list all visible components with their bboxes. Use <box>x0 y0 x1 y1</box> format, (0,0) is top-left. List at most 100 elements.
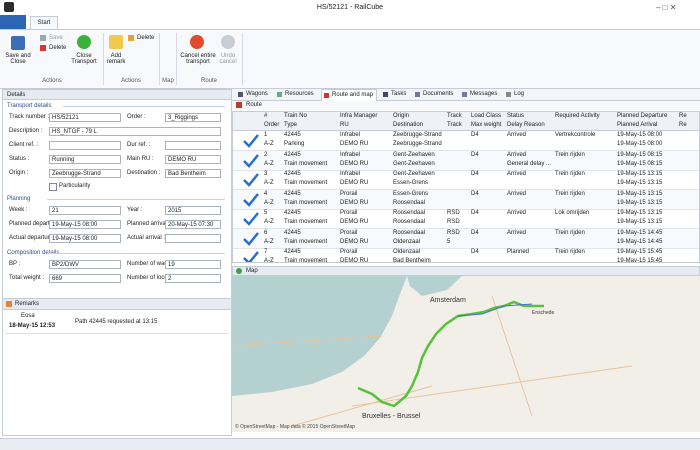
ribbon-button[interactable]: Delete <box>49 45 67 51</box>
grid-cell: 19-May-15 13:15 <box>617 171 663 177</box>
column-header[interactable]: # <box>264 113 268 119</box>
column-header[interactable]: Load Class <box>471 113 502 119</box>
field-input[interactable]: 20-May-15 07:30 <box>165 220 221 229</box>
file-tab[interactable] <box>0 15 26 29</box>
ribbon-button[interactable]: Cancel entire transport <box>180 53 216 65</box>
field-input[interactable]: Bad Bentheim <box>165 169 221 178</box>
field-input[interactable]: BP2/DWV <box>49 260 121 269</box>
column-header[interactable]: Track <box>447 122 462 128</box>
grid-cell: Train movement <box>284 219 328 225</box>
grid-row[interactable]: 3 42445 Infrabel Gent-Zeehaven D4 Arrived Trei… <box>233 170 699 190</box>
close-icon <box>77 35 91 49</box>
column-header[interactable]: Status <box>507 113 525 119</box>
grid-row[interactable]: 5 42445 Prorail Roosendaal RSD D4 Arrived Lok o… <box>233 209 699 229</box>
column-header[interactable]: Re <box>679 113 687 119</box>
column-header[interactable]: Order <box>264 122 280 128</box>
field-label: Planned arrival : <box>127 221 171 227</box>
ribbon-tab[interactable]: Start <box>30 16 58 29</box>
grid-row[interactable]: 7 42445 Prorail Oldenzaal D4 Planned Trein rij… <box>233 248 699 263</box>
section-title: Composition details <box>7 250 60 256</box>
grid-row[interactable]: 6 42445 Prorail Roosendaal RSD D4 Arrived Trein… <box>233 228 699 249</box>
ribbon-button[interactable]: Save and Close <box>5 53 31 65</box>
field-label: Track number : <box>9 114 50 120</box>
tab[interactable]: Wagons <box>236 89 271 100</box>
grid-row[interactable]: 1 42445 Infrabel Zeebrugge-Strand D4 Arrived V… <box>233 131 699 151</box>
field-input[interactable] <box>49 141 121 150</box>
grid-cell: 19-May-15 13:15 <box>617 199 663 206</box>
field-input[interactable]: 21 <box>49 206 121 215</box>
check-mark <box>243 231 259 246</box>
column-header[interactable]: Re <box>679 122 687 128</box>
column-header[interactable]: Planned Arrival <box>617 122 658 128</box>
tab[interactable]: Log <box>504 89 527 100</box>
tab[interactable]: Messages <box>460 89 500 100</box>
map-attribution: © OpenStreetMap - Map data © 2015 OpenSt… <box>235 423 355 430</box>
column-header[interactable]: Delay Reason <box>507 122 545 128</box>
tab[interactable]: Route and map <box>321 89 378 101</box>
field-input[interactable]: 2 <box>165 274 221 283</box>
field-input[interactable] <box>165 141 221 150</box>
field-input[interactable]: Zeebrugge-Strand <box>49 169 121 178</box>
section-line <box>47 253 225 254</box>
map[interactable]: Amsterdam Bruxelles - Brussel Enschede ©… <box>232 276 700 432</box>
grid-cell: Zeebrugge-Strand <box>393 132 442 138</box>
grid-cell: Planned <box>507 249 530 255</box>
grid-header: # Train No Infra Manager Origin Track Load Cl… <box>233 112 699 131</box>
tab[interactable]: Resources <box>275 89 317 100</box>
checkbox[interactable] <box>49 183 57 191</box>
field-input[interactable] <box>165 234 221 243</box>
field-input[interactable]: 19 <box>165 260 221 269</box>
field-input[interactable]: HS_NTGF - 79 L <box>49 127 221 136</box>
window-controls[interactable]: ‒ □ ✕ <box>656 3 677 12</box>
column-header[interactable]: Required Activity <box>555 113 600 119</box>
delete-remark-icon <box>128 35 134 41</box>
grid-cell: Lok omrijden <box>555 210 590 216</box>
column-header[interactable]: Destination <box>393 122 424 128</box>
check-mark <box>243 251 259 262</box>
column-header[interactable]: Max weight <box>471 122 502 128</box>
section-line <box>63 106 225 107</box>
ribbon-button[interactable]: Close Transport <box>71 53 97 65</box>
ribbon-button[interactable]: Delete <box>137 35 155 41</box>
grid-cell: Roosendaal <box>393 219 426 225</box>
grid-cell: Prorail <box>340 249 358 255</box>
tab-icon <box>383 92 388 97</box>
grid-cell: A-Z <box>264 160 274 167</box>
tab[interactable]: Documents <box>413 89 456 100</box>
field-input[interactable]: 669 <box>49 274 121 283</box>
grid-cell: 19-May-15 13:15 <box>617 180 663 186</box>
field-input[interactable]: 3_Riggings <box>165 113 221 122</box>
field-label: Week : <box>9 207 28 213</box>
ribbon-button[interactable]: Save <box>49 35 63 41</box>
field-label: Main RU : <box>127 156 154 162</box>
grid-cell: Trein rijden <box>555 229 585 236</box>
grid-cell: DEMO RU <box>340 160 369 167</box>
grid-cell: Train movement <box>284 180 328 186</box>
grid-cell: 5 <box>447 238 451 245</box>
column-header[interactable]: Track <box>447 113 462 119</box>
field-label: Actual departure : <box>9 235 57 241</box>
column-header[interactable]: Type <box>284 122 298 128</box>
column-header[interactable]: RU <box>340 122 349 128</box>
field-input[interactable]: 19-May-15 08:00 <box>49 234 121 243</box>
map-place: Amsterdam <box>430 297 466 304</box>
grid-cell: Infrabel <box>340 151 361 158</box>
field-input[interactable]: 19-May-15 08:00 <box>49 220 121 229</box>
grid-cell: D4 <box>471 249 479 255</box>
ribbon-button[interactable]: Undo cancel <box>219 53 237 65</box>
column-header[interactable]: Train No <box>284 113 307 119</box>
grid-row[interactable]: 2 42445 Infrabel Gent-Zeehaven D4 Arrived Trei… <box>233 150 699 171</box>
grid-cell: DEMO RU <box>340 258 369 263</box>
field-input[interactable]: Running <box>49 155 121 164</box>
column-header[interactable]: Origin <box>393 113 410 119</box>
field-input[interactable]: DEMO RU <box>165 155 221 164</box>
field-input[interactable]: 2015 <box>165 206 221 215</box>
grid-row[interactable]: 4 42445 Prorail Essen-Grens D4 Arrived Trein r… <box>233 189 699 210</box>
ribbon-button[interactable]: Add remark <box>106 53 126 65</box>
grid-cell: A-Z <box>264 199 274 206</box>
column-header[interactable]: Infra Manager <box>340 113 378 119</box>
tab[interactable]: Tasks <box>381 89 409 100</box>
field-input[interactable]: HS/52121 <box>49 113 121 122</box>
route-grid: # Train No Infra Manager Origin Track Load Cl… <box>232 111 700 263</box>
column-header[interactable]: Planned Departure <box>617 113 668 119</box>
